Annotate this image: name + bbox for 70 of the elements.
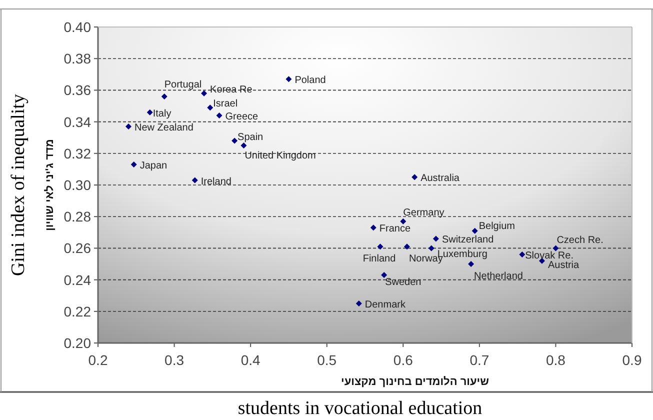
x-tick-label: 0.2	[88, 352, 108, 368]
annotation: Australia	[420, 173, 460, 184]
annotation: Denmark	[364, 300, 406, 310]
point	[207, 104, 214, 111]
annotation: Czech Re.	[556, 235, 604, 246]
point	[216, 112, 222, 118]
point	[400, 218, 406, 224]
point	[552, 245, 559, 252]
y-tick-label: 0.32	[64, 145, 92, 162]
annotation: Korea Re	[210, 84, 253, 96]
point	[286, 76, 292, 82]
annotation: Austria	[548, 260, 580, 271]
y-tick-label: 0.24	[64, 272, 92, 288]
annotation: Israel	[213, 98, 238, 110]
x-tick-label: 0.4	[240, 352, 261, 368]
y-axis-title: מדד ג'יני לאי שוויון	[44, 139, 56, 231]
point	[412, 174, 418, 180]
point	[370, 224, 376, 231]
x-tick-label: 0.6	[393, 352, 414, 368]
y-tick-label: 0.26	[64, 240, 92, 256]
x-axis-title: שיעור הלומדים בחינוך מקצועי	[341, 376, 490, 388]
y-tick-label: 0.22	[64, 303, 92, 320]
annotation: Belgium	[478, 220, 515, 232]
annotation: Greece	[225, 111, 259, 122]
annotation: Slovak Re.	[525, 250, 574, 262]
point	[161, 94, 168, 100]
point	[472, 228, 478, 234]
y-tick-label: 0.34	[64, 114, 92, 130]
x-tick-label: 0.7	[470, 352, 490, 368]
text: students in vocational education	[238, 398, 483, 419]
point	[404, 244, 410, 250]
x-tick-label: 0.8	[546, 352, 566, 368]
annotation: Netherland	[474, 271, 523, 282]
point	[240, 142, 247, 148]
point	[468, 261, 474, 267]
point	[432, 236, 439, 242]
x-tick-label: 0.5	[317, 352, 337, 368]
annotation: Spain	[238, 132, 264, 143]
point	[146, 109, 153, 116]
annotation: Italy	[152, 108, 172, 120]
annotation: New Zealand	[134, 122, 194, 134]
point	[201, 90, 208, 96]
annotation: Ireland	[200, 176, 232, 188]
point	[192, 177, 198, 184]
y-tick-label: 0.30	[64, 177, 92, 193]
point	[377, 244, 384, 250]
y-tick-label: 0.36	[64, 82, 92, 98]
point	[356, 300, 362, 306]
annotation: Finland	[362, 254, 396, 265]
annotation: Switzerland	[442, 234, 494, 246]
annotation: Sweden	[385, 277, 422, 288]
y-tick-label: 0.40	[64, 19, 92, 35]
point	[130, 161, 137, 168]
x-tick-label: 0.9	[622, 352, 642, 368]
y-tick-label: 0.28	[64, 208, 92, 225]
annotation: France	[379, 224, 411, 235]
x-tick-label: 0.3	[164, 352, 184, 368]
annotation: Poland	[294, 75, 326, 86]
y-tick-label: 0.20	[64, 335, 92, 351]
y-tick-label: 0.38	[64, 50, 92, 67]
point	[126, 124, 132, 130]
text: Gini index of inequality	[8, 93, 29, 276]
point	[519, 252, 526, 258]
point	[428, 245, 434, 252]
annotation: Japan	[140, 160, 168, 172]
point	[381, 272, 388, 278]
annotation: United Kingdom	[244, 150, 316, 162]
annotation: Portugal	[164, 80, 202, 91]
annotation: Germany	[403, 207, 444, 218]
point	[232, 138, 238, 144]
